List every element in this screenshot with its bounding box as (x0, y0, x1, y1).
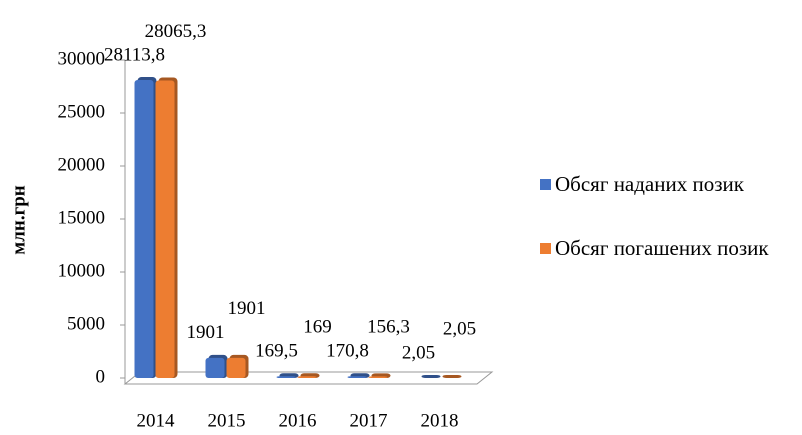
data-label: 170,8 (326, 341, 369, 362)
legend-swatch (540, 179, 551, 190)
x-tick-label: 2017 (350, 410, 388, 431)
bar (439, 374, 462, 378)
bar (297, 373, 320, 378)
legend-label: Обсяг наданих позик (555, 172, 744, 196)
x-tick-label: 2014 (137, 410, 176, 431)
legend-swatch (540, 243, 551, 254)
bar-side (442, 374, 462, 378)
data-label: 1901 (228, 298, 266, 319)
legend-label: Обсяг погашених позик (555, 236, 769, 260)
data-label: 156,3 (367, 317, 410, 338)
bar-front (155, 80, 175, 379)
bar (226, 354, 249, 378)
data-label: 2,05 (443, 318, 476, 339)
bar-front (347, 376, 367, 378)
y-axis-label: млн.грн (8, 185, 29, 254)
data-label: 28065,3 (145, 21, 207, 42)
bar-front (276, 376, 296, 378)
legend-item: Обсяг погашених позик (540, 234, 800, 262)
bar (368, 373, 391, 378)
y-tick-label: 0 (96, 366, 106, 387)
bar (347, 373, 370, 378)
data-label: 169,5 (255, 341, 298, 362)
y-tick-label: 10000 (58, 260, 106, 281)
bar-side (421, 374, 441, 378)
data-label: 169 (303, 317, 332, 338)
y-tick-label: 30000 (58, 48, 106, 69)
bar-front (205, 357, 225, 378)
data-label: 1901 (187, 322, 225, 343)
bar (276, 373, 299, 378)
bar (205, 354, 228, 378)
bar (134, 76, 157, 379)
data-label: 2,05 (402, 342, 435, 363)
legend: Обсяг наданих позик Обсяг погашених позик (540, 170, 800, 298)
y-tick-label: 15000 (58, 207, 106, 228)
x-tick-label: 2018 (421, 410, 459, 431)
x-tick-label: 2016 (279, 410, 317, 431)
bar (155, 77, 178, 379)
bar-front (368, 376, 388, 378)
y-tick-label: 5000 (67, 313, 105, 334)
bar-front (297, 376, 317, 378)
data-label: 28113,8 (104, 44, 165, 65)
y-tick-label: 20000 (58, 154, 106, 175)
x-tick-label: 2015 (208, 410, 246, 431)
bar (418, 374, 441, 378)
y-tick-label: 25000 (58, 101, 106, 122)
bar-front (226, 357, 246, 378)
legend-item: Обсяг наданих позик (540, 170, 800, 198)
bar-front (134, 79, 154, 379)
